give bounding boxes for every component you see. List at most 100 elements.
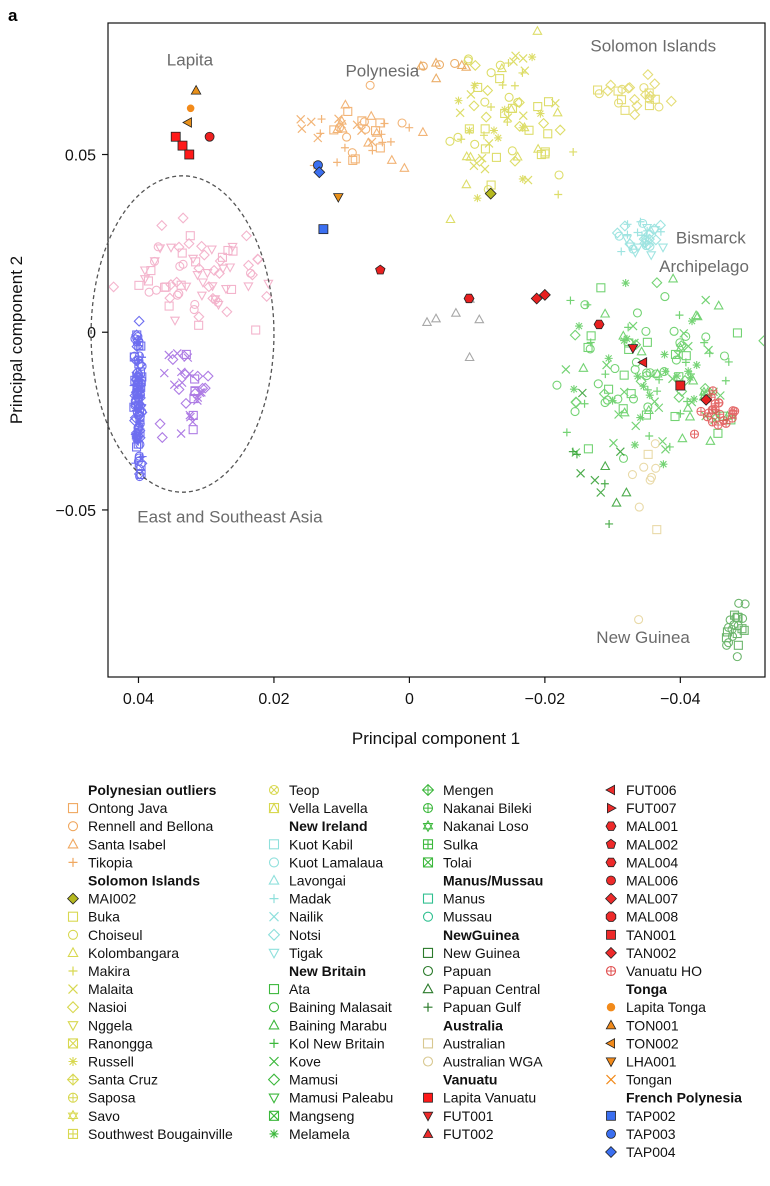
data-point [670, 411, 680, 422]
data-point [470, 81, 479, 90]
data-point [134, 400, 147, 412]
legend-symbol [606, 875, 616, 886]
legend-symbol [67, 821, 79, 832]
legend-group-header: Australia [443, 1017, 503, 1033]
data-point [399, 162, 410, 172]
data-point [337, 123, 348, 133]
legend-symbol [422, 803, 434, 814]
data-point [367, 137, 377, 147]
data-point [484, 139, 494, 148]
x-tick-label: 0.02 [258, 691, 289, 708]
data-point [570, 396, 582, 409]
data-point [342, 132, 352, 142]
data-point [207, 292, 219, 304]
data-point [599, 308, 611, 318]
data-point [138, 353, 147, 362]
data-point [601, 370, 610, 379]
data-point [134, 280, 144, 290]
data-point [580, 300, 590, 310]
data-point [661, 367, 670, 376]
data-point [552, 380, 562, 390]
data-point [669, 326, 679, 336]
data-point [519, 121, 530, 132]
legend-symbol [67, 803, 79, 814]
data-point [189, 304, 199, 315]
legend-symbol [68, 857, 78, 867]
cluster-east-se-asia-pink [109, 212, 274, 335]
data-point [700, 338, 709, 347]
data-point [715, 409, 725, 419]
data-point [676, 409, 685, 418]
data-point [645, 391, 654, 400]
data-point [657, 243, 669, 253]
legend-symbol [605, 911, 617, 922]
legend-item-label: FUT006 [626, 782, 677, 798]
data-point [417, 126, 429, 136]
data-point [151, 285, 161, 295]
legend-symbol [423, 1092, 433, 1103]
ancient-sample-lha001 [332, 193, 344, 203]
legend-item-label: Malaita [88, 981, 133, 997]
data-point [653, 387, 662, 396]
data-point [159, 368, 169, 378]
cluster-vanuatu-ho [689, 386, 740, 439]
data-point [192, 396, 202, 405]
data-point [421, 316, 433, 326]
data-point [252, 253, 264, 265]
data-point [568, 447, 577, 456]
data-point [610, 363, 620, 374]
data-point [696, 406, 706, 416]
ancient-sample-ton001 [190, 84, 202, 95]
cluster-solomon-islands-east [593, 69, 677, 121]
data-point [569, 385, 578, 394]
data-point [626, 389, 636, 399]
data-point [611, 497, 622, 507]
data-point [487, 102, 496, 111]
data-point [498, 81, 507, 90]
data-point [190, 299, 200, 309]
legend-symbol [606, 1002, 616, 1012]
x-tick-label: −0.02 [525, 691, 566, 708]
data-point [518, 54, 528, 63]
data-point [566, 296, 575, 305]
data-point [506, 103, 517, 113]
data-point [192, 271, 203, 281]
data-point [378, 138, 387, 147]
data-point [632, 308, 642, 318]
data-point [468, 100, 480, 112]
data-point [334, 123, 345, 133]
data-point [195, 388, 205, 398]
legend-group-header: New Ireland [289, 818, 368, 834]
data-point [175, 261, 185, 271]
data-point [715, 391, 725, 400]
data-point [644, 101, 654, 111]
data-point [602, 360, 611, 370]
data-point [701, 295, 711, 305]
ancient-sample-tan001 [675, 380, 686, 391]
legend-symbol [67, 1128, 79, 1139]
data-point [183, 353, 193, 363]
data-point [430, 313, 442, 323]
legend-item-label: TAN002 [626, 945, 677, 961]
data-point [681, 331, 691, 341]
data-point [109, 281, 120, 293]
data-point [593, 379, 603, 389]
region-label: Polynesia [345, 61, 419, 80]
data-point [622, 82, 634, 94]
legend-symbol [268, 1093, 280, 1104]
data-point [177, 212, 189, 224]
data-point [638, 218, 648, 228]
data-point [377, 130, 386, 139]
data-point [489, 126, 498, 135]
data-point [641, 224, 653, 234]
data-point [252, 253, 264, 265]
data-point [486, 68, 496, 78]
data-point [199, 382, 211, 394]
data-point [538, 117, 550, 129]
legend-item-label: Papuan [443, 963, 491, 979]
legend-symbol [422, 982, 434, 994]
data-point [667, 273, 679, 283]
data-point [474, 313, 485, 324]
data-point [580, 399, 589, 408]
data-point [194, 320, 204, 330]
